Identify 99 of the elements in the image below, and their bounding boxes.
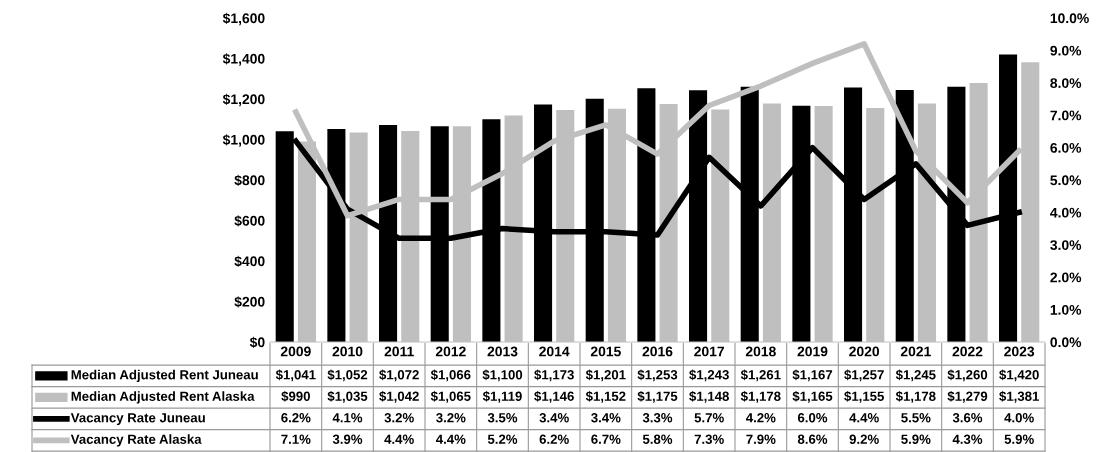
x-tick-label: 2016: [642, 346, 673, 357]
data-label: 3.3%: [642, 413, 673, 423]
legend-label: Median Adjusted Rent Juneau: [71, 369, 258, 383]
data-label: 3.6%: [952, 413, 983, 423]
data-label: $1,100: [482, 369, 523, 382]
data-label: 3.2%: [436, 413, 466, 423]
data-label: 4.4%: [849, 413, 879, 423]
data-label: 7.1%: [281, 434, 311, 444]
data-label: $1,148: [689, 390, 729, 403]
data-label: $1,052: [327, 369, 368, 382]
data-label: $1,245: [895, 369, 936, 382]
y2-tick-label: 5.0%: [1050, 175, 1082, 186]
y2-tick-label: 7.0%: [1050, 110, 1082, 121]
data-label: $1,146: [534, 390, 574, 403]
y2-tick-label: 4.0%: [1050, 207, 1082, 218]
data-label: $1,167: [792, 369, 833, 382]
legend-label: Vacancy Rate Alaska: [70, 434, 202, 447]
data-label: $1,041: [275, 369, 316, 382]
data-label: $1,066: [430, 369, 471, 382]
data-label: $1,155: [844, 390, 884, 403]
data-label: $1,072: [379, 369, 419, 382]
y2-tick-label: 10.0%: [1050, 13, 1089, 24]
data-label: $1,243: [689, 369, 729, 382]
data-label: 6.0%: [797, 413, 828, 423]
data-label: $1,065: [430, 390, 471, 403]
data-label: $1,175: [637, 390, 678, 403]
y-tick-label: $1,000: [222, 134, 265, 147]
y2-tick-label: 2.0%: [1050, 272, 1082, 283]
data-label: 3.2%: [384, 413, 414, 423]
y-tick-label: $1,400: [222, 53, 265, 66]
data-label: $1,253: [637, 369, 678, 382]
data-label: $1,042: [379, 390, 419, 403]
data-label: 4.1%: [332, 413, 363, 423]
data-label: 4.0%: [1004, 413, 1034, 423]
data-label: 6.2%: [539, 434, 569, 444]
data-label: $1,178: [895, 390, 936, 403]
data-label: 5.9%: [901, 434, 931, 444]
data-label: 3.5%: [487, 413, 518, 423]
x-tick-label: 2022: [952, 346, 983, 357]
data-label: $1,165: [792, 390, 833, 403]
data-label: $1,261: [740, 369, 781, 382]
data-label: 7.9%: [746, 434, 776, 444]
x-tick-label: 2012: [435, 346, 466, 357]
data-label: $1,119: [482, 390, 522, 403]
y2-tick-label: 1.0%: [1050, 304, 1082, 315]
data-label: $1,035: [327, 390, 368, 403]
y-tick-label: $800: [234, 174, 265, 187]
x-tick-label: 2020: [849, 346, 880, 357]
y2-tick-label: 0.0%: [1050, 337, 1082, 348]
x-tick-label: 2018: [745, 346, 776, 357]
data-label: 3.4%: [591, 413, 621, 423]
x-tick-label: 2014: [539, 346, 570, 357]
x-tick-label: 2011: [384, 346, 414, 357]
y2-tick-label: 9.0%: [1050, 45, 1082, 56]
y-tick-label: $0: [249, 336, 265, 349]
x-tick-label: 2009: [280, 346, 311, 357]
x-tick-label: 2015: [590, 346, 621, 357]
data-label: $990: [281, 390, 310, 402]
data-label: 4.2%: [746, 413, 776, 423]
data-label: $1,420: [999, 369, 1039, 382]
data-label: 6.7%: [591, 434, 621, 444]
data-label: 8.6%: [797, 434, 828, 444]
data-label: $1,201: [585, 369, 626, 382]
data-label: $1,257: [844, 369, 884, 382]
data-label: 7.3%: [694, 434, 724, 444]
y-tick-label: $1,600: [222, 12, 265, 26]
y-tick-label: $200: [234, 296, 265, 308]
y-tick-label: $1,200: [222, 93, 265, 107]
data-label: 9.2%: [849, 434, 879, 444]
x-tick-label: 2010: [332, 346, 363, 357]
y2-tick-label: 3.0%: [1050, 240, 1082, 250]
y-tick-label: $400: [234, 255, 265, 268]
data-label: 5.2%: [487, 434, 518, 444]
x-tick-label: 2013: [487, 346, 518, 357]
y2-tick-label: 6.0%: [1050, 142, 1082, 153]
x-tick-label: 2019: [797, 346, 828, 357]
data-label: 3.4%: [539, 413, 569, 423]
data-label: 3.9%: [332, 434, 363, 444]
y2-tick-label: 8.0%: [1050, 78, 1082, 88]
data-label: 4.4%: [384, 434, 414, 444]
data-label: 5.9%: [1004, 434, 1034, 444]
data-label: $1,381: [999, 390, 1039, 403]
legend-label: Vacancy Rate Juneau: [70, 413, 205, 426]
x-tick-label: 2017: [694, 346, 725, 357]
legend-label: Median Adjusted Rent Alaska: [71, 391, 255, 404]
x-tick-label: 2021: [900, 346, 931, 357]
data-label: $1,178: [740, 390, 781, 403]
y-tick-label: $600: [234, 215, 265, 227]
data-label: 5.7%: [694, 413, 724, 423]
data-label: $1,279: [947, 390, 988, 403]
data-label: $1,173: [534, 369, 574, 382]
data-label: 5.8%: [642, 434, 673, 444]
data-label: 5.5%: [901, 413, 931, 423]
data-label: 4.4%: [436, 434, 466, 444]
data-label: $1,152: [585, 390, 626, 403]
x-tick-label: 2023: [1004, 346, 1035, 357]
data-label: $1,260: [947, 369, 988, 382]
data-label: 4.3%: [952, 434, 983, 444]
data-label: 6.2%: [281, 413, 311, 423]
